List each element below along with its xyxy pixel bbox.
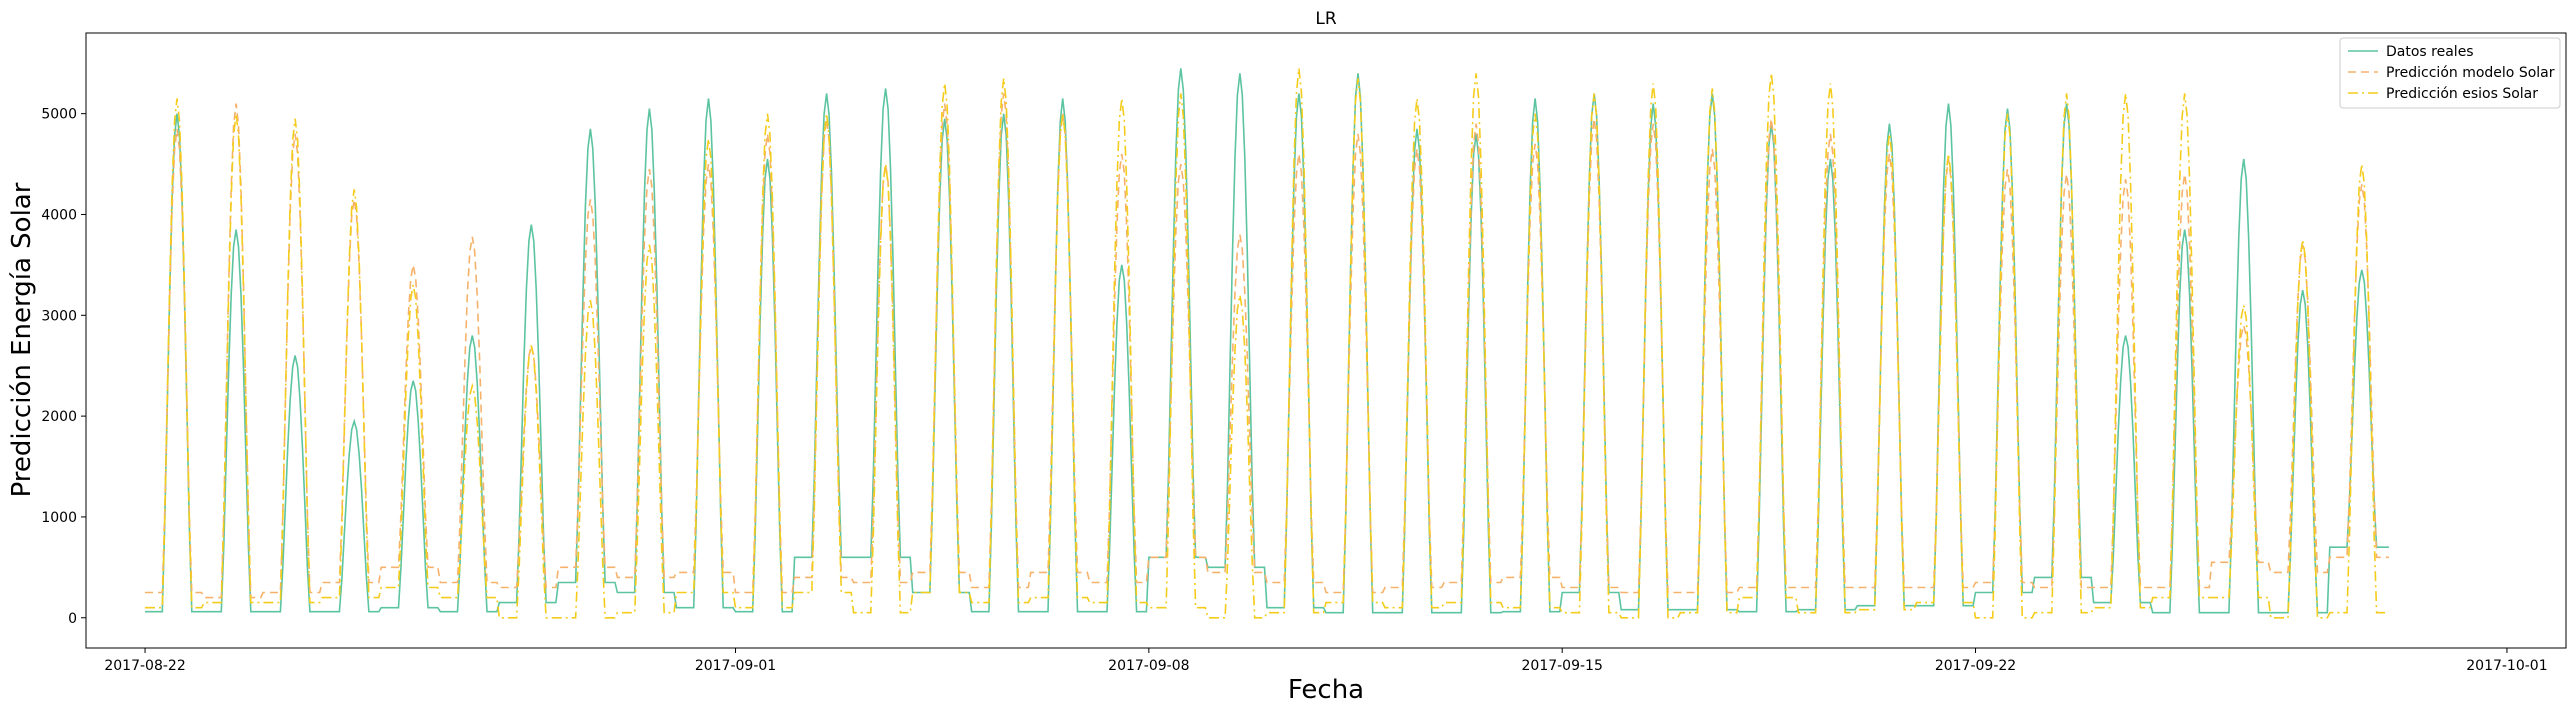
legend-label: Predicción esios Solar [2386, 86, 2538, 102]
legend: Datos reales Predicción modelo Solar Predi… [2339, 37, 2561, 109]
legend-label: Datos reales [2386, 44, 2474, 60]
plot-lines [145, 68, 2389, 619]
x-tick-label: 2017-09-01 [695, 658, 776, 674]
y-tick-label: 4000 [41, 207, 77, 223]
y-tick-label: 0 [68, 611, 77, 627]
series-line-3 [145, 68, 2389, 619]
x-tick-label: 2017-10-01 [2466, 658, 2547, 674]
x-axis-label: Fecha [1288, 675, 1364, 705]
y-tick-label: 1000 [41, 510, 77, 526]
legend-label: Predicción modelo Solar [2386, 65, 2555, 81]
y-tick-label: 5000 [41, 107, 77, 123]
x-tick-label: 2017-09-15 [1522, 658, 1603, 674]
x-tick-label: 2017-08-22 [104, 658, 185, 674]
x-tick-label: 2017-09-08 [1108, 658, 1189, 674]
x-axis: 2017-08-22 2017-09-01 2017-09-08 2017-09-15… [104, 648, 2548, 674]
y-axis-label: Predicción Energía Solar [7, 182, 37, 497]
y-tick-label: 3000 [41, 308, 77, 324]
plot-frame [85, 32, 2567, 649]
y-tick-label: 2000 [41, 409, 77, 425]
x-tick-label: 2017-09-22 [1935, 658, 2016, 674]
chart-title: LR [1315, 9, 1336, 29]
series-line-2 [145, 93, 2389, 599]
legend-box [2339, 37, 2561, 109]
y-axis: 0 1000 2000 3000 4000 5000 [41, 107, 86, 627]
